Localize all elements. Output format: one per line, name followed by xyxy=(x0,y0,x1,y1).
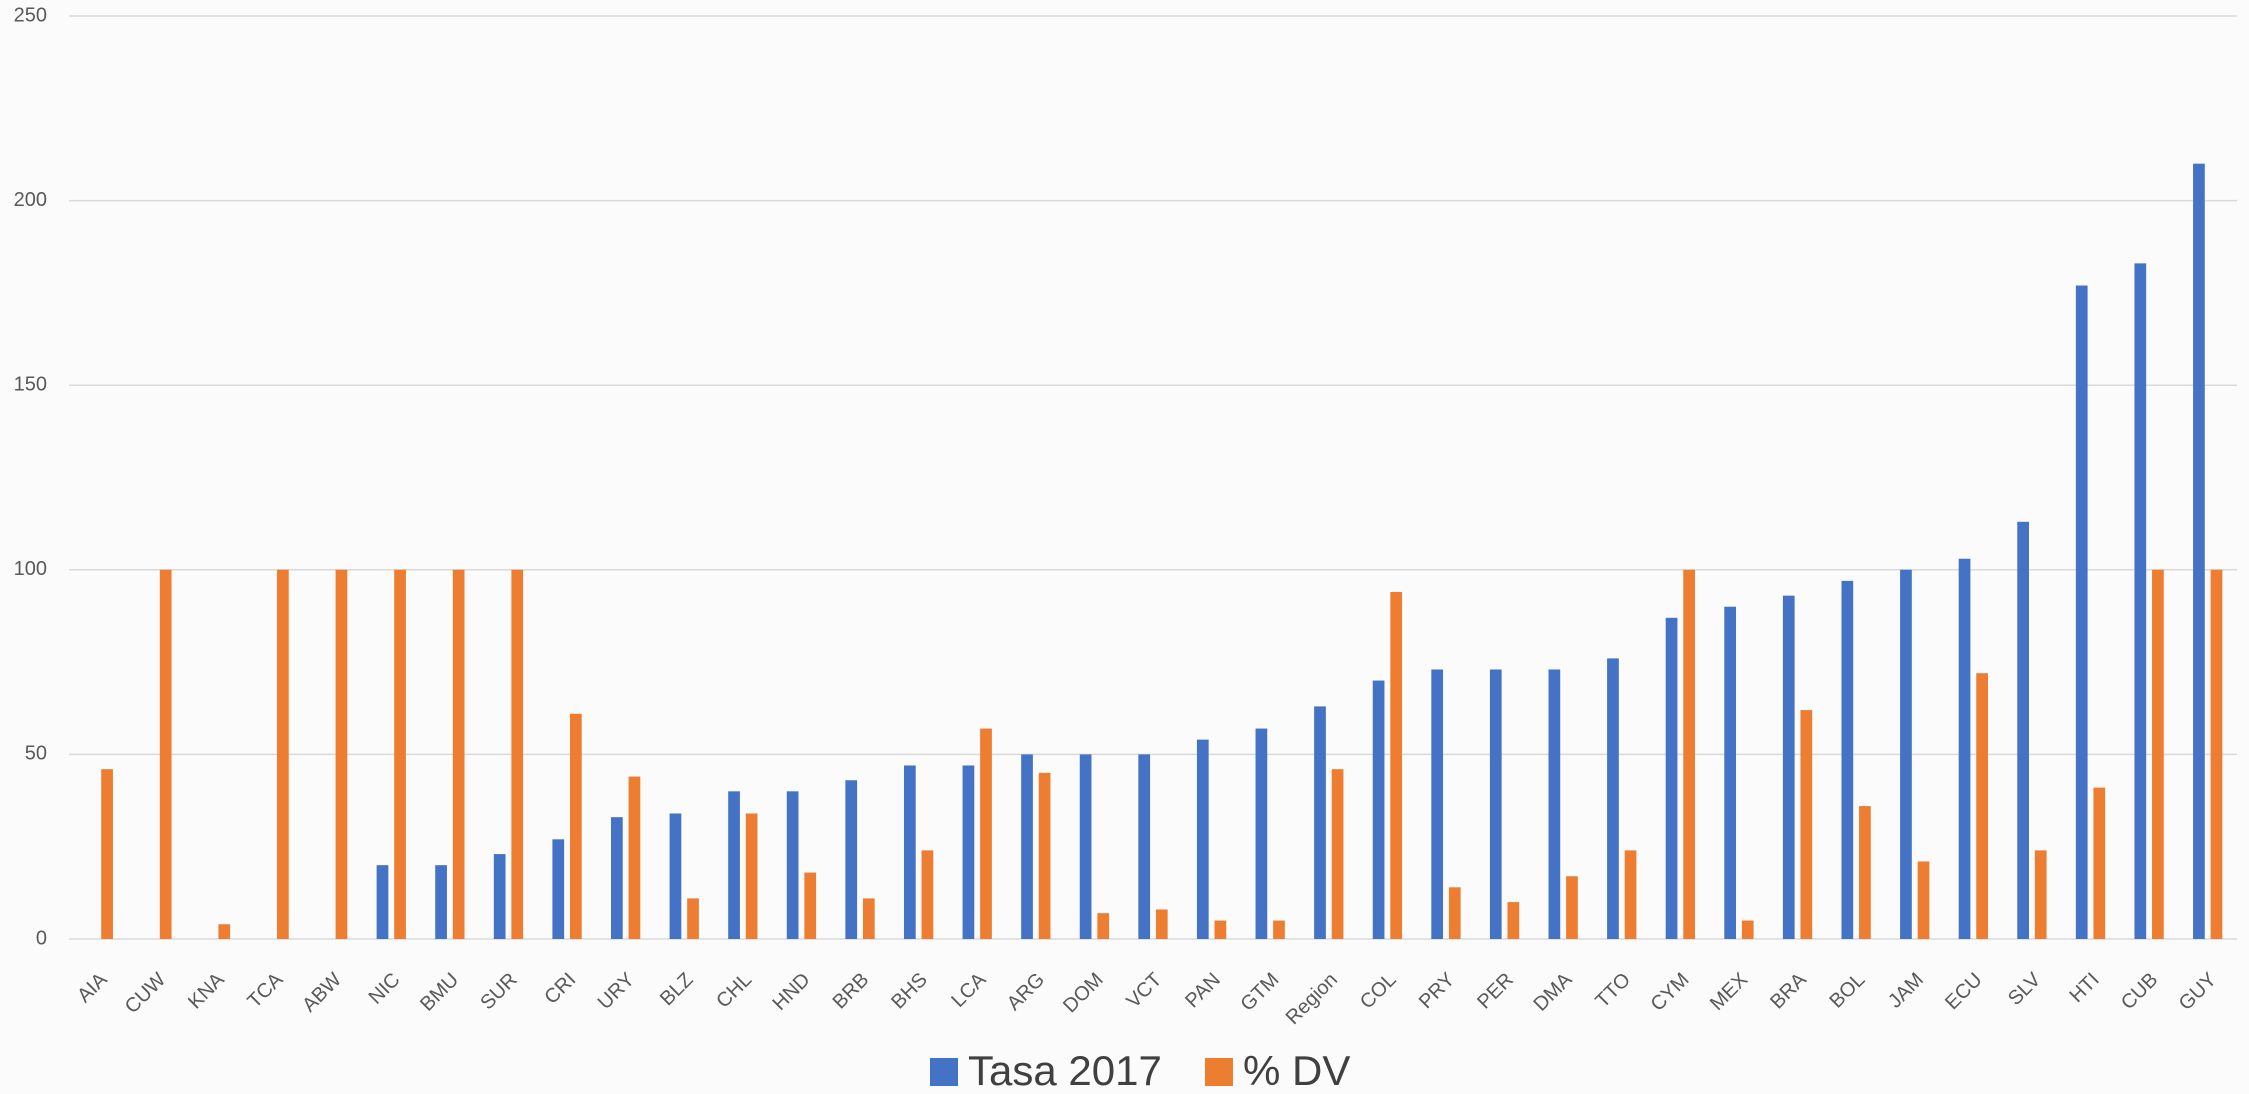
bar xyxy=(1724,606,1737,939)
y-tick-label: 100 xyxy=(14,558,47,580)
bar xyxy=(903,765,916,939)
bar xyxy=(394,569,406,939)
bar xyxy=(1196,739,1209,939)
bar xyxy=(1273,920,1285,939)
bar xyxy=(1800,710,1813,939)
bar xyxy=(1489,669,1502,939)
bar xyxy=(376,865,389,939)
bar xyxy=(2075,285,2088,939)
bar xyxy=(1155,909,1168,939)
bar xyxy=(2210,569,2223,939)
bar xyxy=(1917,861,1930,939)
y-tick-label: 200 xyxy=(14,189,47,211)
bar xyxy=(1741,920,1754,939)
bar xyxy=(2093,787,2106,939)
y-tick-label: 0 xyxy=(36,927,47,949)
y-tick-label: 250 xyxy=(14,4,47,26)
bar xyxy=(1331,769,1344,939)
bar xyxy=(628,776,641,939)
bar xyxy=(2193,163,2205,939)
bar xyxy=(862,898,875,939)
bar xyxy=(1683,569,1695,939)
bar xyxy=(1782,595,1795,939)
bar xyxy=(569,713,582,939)
bar xyxy=(845,780,858,939)
bar xyxy=(1214,920,1227,939)
bar xyxy=(2152,569,2164,939)
bar xyxy=(1976,673,1988,939)
bar xyxy=(611,817,623,939)
bar xyxy=(1138,754,1151,939)
y-tick-label: 150 xyxy=(14,373,47,395)
bar xyxy=(2034,850,2047,939)
bar xyxy=(218,924,231,939)
legend: Tasa 2017 % DV xyxy=(930,1047,1350,1094)
bar xyxy=(1097,913,1110,939)
legend-label: Tasa 2017 xyxy=(968,1047,1162,1094)
bar xyxy=(1390,591,1403,939)
legend-swatch xyxy=(1205,1058,1233,1086)
bar xyxy=(552,839,565,939)
bar xyxy=(921,850,934,939)
bar xyxy=(1314,706,1326,939)
bar xyxy=(1665,617,1678,939)
bar xyxy=(1624,850,1637,939)
bar xyxy=(728,791,740,939)
bar xyxy=(2017,521,2029,939)
bar xyxy=(1507,902,1520,939)
bar xyxy=(1079,754,1092,939)
bar xyxy=(669,813,682,939)
y-tick-label: 50 xyxy=(25,743,47,765)
bar xyxy=(1021,754,1033,939)
bar xyxy=(962,765,975,939)
bar xyxy=(277,569,289,939)
bar xyxy=(101,769,113,939)
bar xyxy=(804,872,817,939)
bar xyxy=(980,728,992,939)
bar xyxy=(1038,772,1051,939)
bar xyxy=(1607,658,1619,939)
bar xyxy=(1859,806,1871,939)
bar xyxy=(1566,876,1578,939)
bar xyxy=(1841,580,1854,939)
bar xyxy=(786,791,799,939)
bar xyxy=(159,569,172,939)
bar xyxy=(2134,263,2147,939)
bar xyxy=(1448,887,1461,939)
bar xyxy=(511,569,524,939)
bar xyxy=(1255,728,1268,939)
legend-label: % DV xyxy=(1243,1047,1350,1094)
bar xyxy=(745,813,758,939)
bar xyxy=(1900,569,1912,939)
bar xyxy=(493,854,506,939)
bar xyxy=(335,569,348,939)
bar xyxy=(452,569,465,939)
bar xyxy=(435,865,447,939)
bar xyxy=(1548,669,1561,939)
bar xyxy=(1958,558,1971,939)
bar xyxy=(687,898,699,939)
bar xyxy=(1431,669,1444,939)
legend-swatch xyxy=(930,1058,958,1086)
bar xyxy=(1372,680,1385,939)
